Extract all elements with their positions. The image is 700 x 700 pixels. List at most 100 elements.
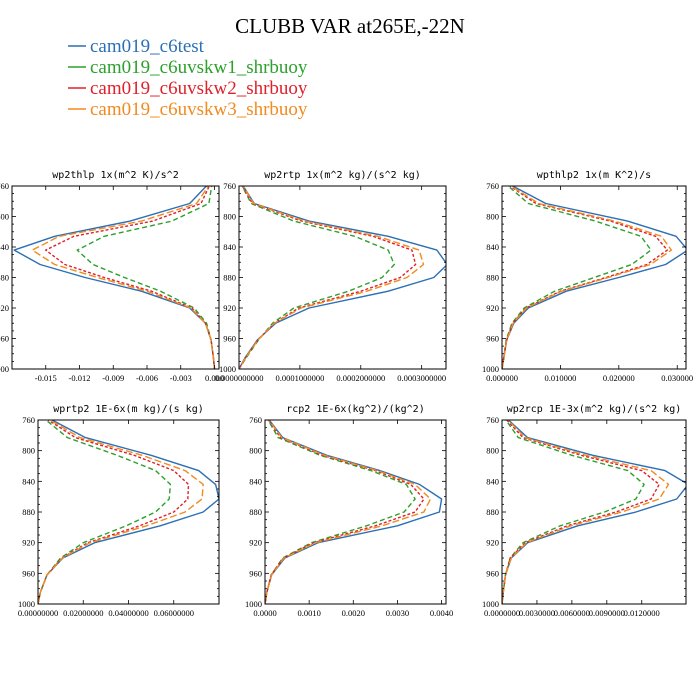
panel-title: wpthlp2 1x(m K^2)/s	[537, 170, 651, 181]
x-tick-label: 0.0030000	[519, 608, 555, 618]
y-tick-label: 1000	[482, 599, 499, 609]
series-group	[265, 420, 443, 604]
y-tick-label: 920	[223, 303, 236, 313]
series-line	[502, 420, 660, 604]
x-tick-label: 0.0120000	[624, 608, 660, 618]
x-tick-label: 0.010000	[544, 373, 576, 383]
y-tick-label: 880	[486, 273, 499, 283]
x-tick-label: 0.030000	[661, 373, 693, 383]
series-line	[502, 420, 645, 604]
y-tick-label: 880	[223, 273, 236, 283]
series-line	[265, 420, 416, 604]
y-tick-label: 840	[249, 476, 262, 486]
panel-title: wp2rtp 1x(m^2 kg)/(s^2 kg)	[264, 170, 421, 181]
series-line	[239, 186, 446, 369]
x-tick-label: -0.003	[170, 373, 192, 383]
y-tick-label: 800	[0, 212, 9, 222]
y-tick-label: 920	[22, 538, 35, 548]
y-tick-label: 880	[0, 273, 9, 283]
y-tick-label: 800	[249, 446, 262, 456]
series-line	[265, 420, 432, 604]
x-tick-label: 0.0030	[386, 608, 409, 618]
x-tick-label: -0.015	[35, 373, 57, 383]
x-tick-label: 0.020000	[603, 373, 635, 383]
x-tick-label: 0.0001000000	[275, 373, 324, 383]
x-tick-label: 0.0060000	[554, 608, 590, 618]
series-line	[265, 420, 425, 604]
x-tick-label: 0.0020	[342, 608, 365, 618]
series-line	[502, 420, 670, 604]
x-tick-label: 0.0000000000	[215, 373, 264, 383]
panels: wp2thlp 1x(m^2 K)/s^2 760 800 840 880 920 960 1…	[0, 170, 693, 618]
y-tick-label: 920	[0, 303, 9, 313]
y-tick-label: 760	[22, 415, 35, 425]
x-tick-label: 0.0000	[253, 608, 276, 618]
x-tick-label: 0.0000000	[484, 608, 520, 618]
y-tick-label: 760	[249, 415, 262, 425]
legend-item: cam019_c6test	[68, 36, 205, 57]
series-line	[502, 186, 668, 369]
x-tick-label: -0.012	[69, 373, 91, 383]
y-tick-label: 800	[486, 446, 499, 456]
y-tick-label: 960	[22, 568, 35, 578]
y-tick-label: 760	[0, 181, 9, 191]
series-line	[502, 186, 673, 369]
y-tick-label: 960	[223, 334, 236, 344]
x-tick-label: 0.0002000000	[336, 373, 385, 383]
legend-label: cam019_c6uvskw3_shrbuoy	[90, 99, 308, 120]
y-tick-label: 1000	[0, 364, 9, 374]
y-tick-label: 960	[486, 568, 499, 578]
legend: cam019_c6testcam019_c6uvskw1_shrbuoycam0…	[68, 36, 308, 120]
plot-frame	[501, 419, 687, 605]
panel-title: wp2thlp 1x(m^2 K)/s^2	[52, 170, 178, 181]
panel: rcp2 1E-6x(kg^2)/(kg^2) 760 800 840 880 920 96…	[245, 404, 453, 618]
y-tick-label: 960	[486, 334, 499, 344]
x-tick-label: 0.000	[205, 373, 224, 383]
plot-frame	[264, 419, 447, 605]
panel: wp2rtp 1x(m^2 kg)/(s^2 kg) 760 800 840 880 92…	[215, 170, 447, 383]
y-tick-label: 920	[486, 538, 499, 548]
panel: wp2rcp 1E-3x(m^2 kg)/(s^2 kg) 760 800 840 88…	[482, 404, 687, 618]
legend-label: cam019_c6uvskw1_shrbuoy	[90, 57, 308, 78]
y-tick-label: 960	[249, 568, 262, 578]
legend-item: cam019_c6uvskw2_shrbuoy	[68, 78, 308, 99]
plot-frame	[238, 185, 447, 370]
series-group	[38, 420, 219, 604]
panel-title: wprtp2 1E-6x(m kg)/(s kg)	[53, 404, 204, 415]
series-group	[502, 186, 686, 369]
plot-frame	[37, 419, 220, 605]
x-tick-label: 0.04000000	[108, 608, 148, 618]
y-tick-label: 880	[249, 507, 262, 517]
panel: wp2thlp 1x(m^2 K)/s^2 760 800 840 880 920 960 1…	[0, 170, 224, 383]
y-tick-label: 840	[22, 476, 35, 486]
y-tick-label: 1000	[482, 364, 499, 374]
y-tick-label: 760	[223, 181, 236, 191]
panel-title: rcp2 1E-6x(kg^2)/(kg^2)	[286, 404, 424, 415]
y-tick-label: 840	[223, 242, 236, 252]
y-tick-label: 960	[0, 334, 9, 344]
series-group	[502, 420, 686, 604]
y-tick-label: 1000	[245, 599, 262, 609]
x-tick-label: 0.06000000	[154, 608, 194, 618]
y-tick-label: 800	[486, 212, 499, 222]
series-line	[38, 420, 219, 604]
panel: wprtp2 1E-6x(m kg)/(s kg) 760 800 840 880 920…	[18, 404, 220, 618]
series-line	[502, 420, 686, 604]
y-tick-label: 760	[486, 415, 499, 425]
y-tick-label: 1000	[219, 364, 236, 374]
y-tick-label: 1000	[18, 599, 35, 609]
y-tick-label: 880	[486, 507, 499, 517]
series-line	[45, 186, 216, 369]
panel-title: wp2rcp 1E-3x(m^2 kg)/(s^2 kg)	[507, 404, 682, 415]
series-line	[38, 420, 204, 604]
series-line	[239, 186, 417, 369]
series-line	[265, 420, 443, 604]
legend-label: cam019_c6uvskw2_shrbuoy	[90, 78, 308, 99]
series-line	[239, 186, 395, 369]
x-tick-label: -0.009	[102, 373, 124, 383]
legend-item: cam019_c6uvskw1_shrbuoy	[68, 57, 308, 78]
x-tick-label: -0.006	[136, 373, 158, 383]
y-tick-label: 840	[486, 242, 499, 252]
x-tick-label: 0.02000000	[63, 608, 103, 618]
